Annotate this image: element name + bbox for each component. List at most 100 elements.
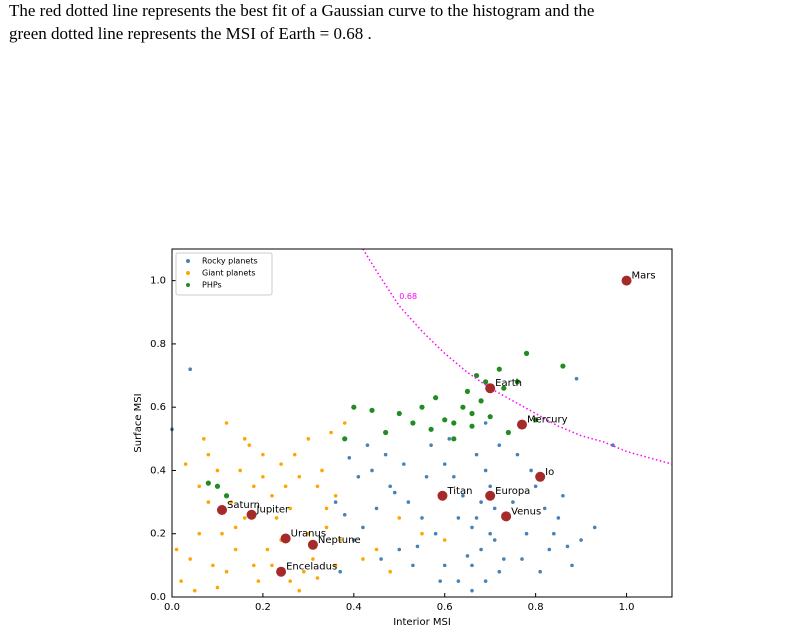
point — [442, 417, 448, 423]
y-axis-label: Surface MSI — [133, 393, 144, 452]
caption-line: The red dotted line represents the best … — [9, 1, 595, 20]
x-tick-label: 0.8 — [528, 602, 544, 613]
point — [420, 531, 424, 536]
planet-label: Saturn — [227, 500, 260, 511]
point — [397, 547, 402, 552]
planet-label: Enceladus — [286, 562, 337, 573]
point — [505, 429, 511, 436]
point — [188, 367, 192, 372]
y-tick-label: 1.0 — [150, 276, 166, 287]
point — [474, 452, 479, 457]
point — [238, 468, 242, 473]
point — [456, 516, 461, 520]
y-tick-label: 0.6 — [150, 402, 166, 413]
point — [465, 554, 470, 558]
point — [487, 414, 493, 420]
point — [214, 483, 221, 489]
point — [520, 557, 524, 561]
point — [511, 500, 515, 504]
point — [483, 421, 488, 425]
point — [560, 363, 566, 369]
x-tick-label: 0.0 — [164, 602, 180, 613]
legend-label: PHPs — [202, 281, 222, 290]
point — [406, 500, 411, 504]
fit-curve — [362, 248, 673, 465]
named-planet — [485, 383, 496, 394]
point — [233, 547, 238, 552]
x-axis-label: Interior MSI — [393, 617, 451, 628]
point — [574, 376, 579, 381]
point — [383, 452, 388, 457]
point — [220, 531, 224, 536]
caption-line: green dotted line represents the MSI of … — [9, 24, 372, 43]
point — [242, 437, 247, 441]
point — [261, 452, 265, 457]
point — [233, 525, 238, 530]
point — [192, 588, 197, 593]
point — [570, 563, 574, 568]
point — [211, 563, 215, 568]
point — [342, 421, 347, 425]
planet-label: Mars — [632, 271, 656, 282]
point — [424, 474, 429, 479]
x-tick-label: 0.6 — [437, 602, 453, 613]
point — [361, 525, 365, 530]
point — [442, 462, 447, 466]
point — [297, 588, 302, 593]
named-planet — [246, 509, 257, 520]
point — [324, 525, 329, 530]
point — [470, 588, 474, 593]
point — [283, 484, 288, 489]
point — [538, 569, 542, 574]
planet-label: Earth — [495, 378, 522, 389]
point — [370, 468, 374, 473]
point — [396, 410, 402, 417]
y-tick-label: 0.0 — [150, 592, 166, 603]
point — [229, 500, 233, 504]
planet-label: Titan — [446, 486, 472, 497]
point — [552, 531, 556, 536]
named-planet — [307, 539, 318, 550]
point — [492, 506, 497, 511]
point — [379, 557, 383, 561]
point — [469, 423, 475, 429]
point — [515, 452, 520, 457]
point — [374, 506, 379, 511]
named-planet — [535, 471, 546, 482]
point — [419, 404, 425, 410]
point — [478, 398, 484, 404]
point — [374, 547, 379, 552]
point — [206, 452, 211, 457]
point — [592, 525, 597, 530]
legend-marker — [186, 271, 190, 275]
named-planet — [437, 490, 448, 501]
point — [447, 437, 452, 441]
point — [428, 426, 434, 432]
point — [611, 443, 615, 447]
point — [533, 417, 539, 423]
point — [388, 484, 392, 489]
named-planet — [217, 505, 227, 515]
point — [420, 516, 424, 520]
legend-label: Giant planets — [202, 269, 256, 278]
point — [523, 350, 530, 356]
named-planet — [276, 566, 287, 577]
point — [483, 468, 488, 473]
point — [369, 407, 375, 413]
named-planet — [501, 511, 512, 522]
point — [261, 474, 265, 479]
point — [451, 420, 457, 426]
point — [197, 484, 202, 489]
point — [279, 462, 283, 466]
point — [306, 531, 311, 536]
point — [242, 516, 247, 520]
planet-label: Neptune — [318, 535, 361, 546]
point — [292, 452, 297, 457]
point — [215, 468, 220, 473]
point — [252, 563, 256, 568]
planet-label: Io — [545, 467, 554, 478]
point — [473, 372, 480, 379]
x-tick-label: 1.0 — [619, 602, 635, 613]
point — [270, 563, 274, 568]
